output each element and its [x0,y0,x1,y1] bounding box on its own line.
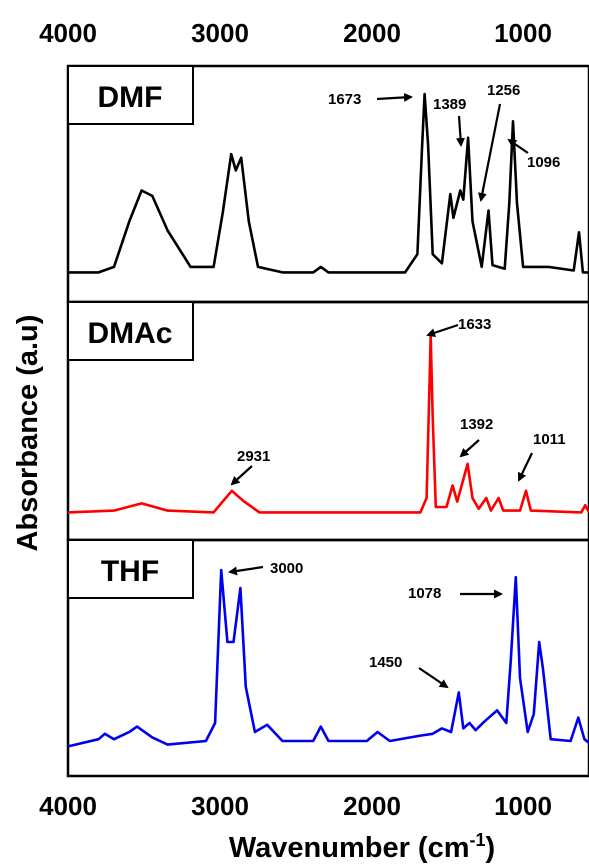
top-tick-2000: 2000 [343,18,401,48]
peak-label-1078: 1078 [408,585,441,602]
dmac-spectrum-line [67,334,589,514]
peak-arrow-1673 [376,92,413,102]
top-tick-4000: 4000 [39,18,97,48]
panel-dmf-plot: 1673 1389 1256 1096 [68,82,589,274]
top-tick-3000: 3000 [191,18,249,48]
peak-label-1256: 1256 [487,82,520,99]
panel-dmac: DMAc 2931 1633 1392 1011 [66,300,589,542]
bottom-tick-1000: 1000 [494,791,552,821]
peak-arrow-1392 [459,439,480,458]
bottom-tick-3000: 3000 [191,791,249,821]
x-axis-title: Wavenumber (cm-1) [229,830,495,864]
panel-dmf-name-box [67,65,194,125]
panel-thf-plot: 3000 1450 1078 [67,560,589,748]
peak-arrow-1389 [456,115,466,147]
x-axis-title-superscript: -1 [469,830,485,850]
panel-dmac-name: DMAc [87,317,172,350]
peak-label-1011: 1011 [533,431,566,448]
y-axis-title: Absorbance (a.u) [12,315,44,552]
bottom-tick-2000: 2000 [343,791,401,821]
thf-spectrum-line [67,568,589,748]
panel-dmac-name-box [67,301,194,361]
x-axis-title-close: ) [486,832,496,864]
peak-arrow-1450 [418,667,449,689]
peak-label-2931: 2931 [237,448,270,465]
peak-arrow-2931 [230,465,253,486]
panel-dmac-plot: 2931 1633 1392 1011 [67,316,589,514]
peak-arrow-1011 [517,452,533,482]
panel-dmf: DMF 1673 1389 1256 1096 [66,64,589,304]
panel-thf-name: THF [101,555,159,588]
top-tick-1000: 1000 [494,18,552,48]
peak-label-1673: 1673 [328,91,361,108]
peak-label-1633: 1633 [458,316,491,333]
peak-arrow-1633 [426,323,459,338]
panel-dmf-name: DMF [98,81,163,114]
peak-label-1096: 1096 [527,154,560,171]
peak-arrow-1096 [507,138,529,154]
peak-label-3000: 3000 [270,560,303,577]
panel-thf: THF 3000 1450 1078 [66,538,589,778]
peak-arrow-3000 [228,565,264,576]
panel-thf-name-box [67,539,194,599]
dmf-spectrum-line [68,92,589,274]
x-axis-title-main: Wavenumber (cm [229,832,470,864]
bottom-tick-4000: 4000 [39,791,97,821]
peak-arrow-1256 [477,103,502,202]
panel-thf-frame [66,538,589,778]
peak-label-1392: 1392 [460,416,493,433]
peak-label-1389: 1389 [433,96,466,113]
peak-label-1450: 1450 [369,654,402,671]
